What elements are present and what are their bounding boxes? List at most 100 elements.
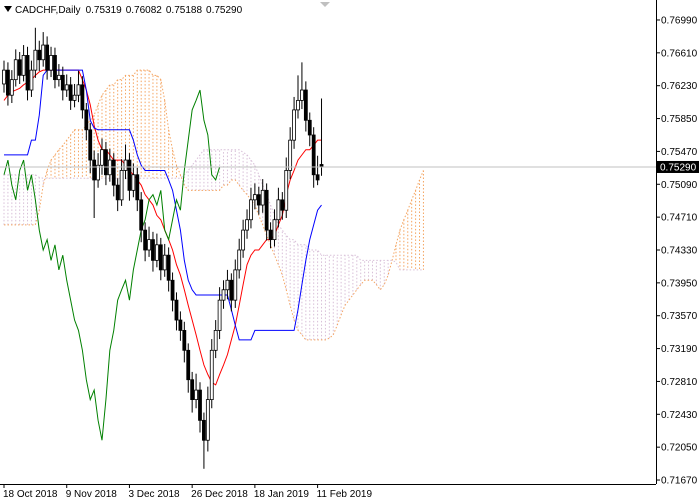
- candle-body: [307, 119, 312, 136]
- candle-body: [198, 389, 202, 421]
- y-tick-label: 0.72050: [661, 443, 698, 454]
- candle-body: [202, 419, 206, 441]
- candle-body: [76, 84, 81, 96]
- candle-body: [233, 269, 238, 301]
- candle-body: [182, 330, 187, 351]
- candle-body: [178, 319, 183, 331]
- candle-body: [284, 170, 289, 211]
- candle-body: [252, 194, 257, 201]
- candle-body: [147, 239, 151, 251]
- candle-body: [166, 254, 171, 281]
- candle-body: [268, 229, 273, 241]
- header-low: 0.75188: [166, 5, 203, 16]
- candle-body: [276, 199, 281, 221]
- indicator-lines: [3, 69, 322, 441]
- candle-body: [225, 279, 230, 291]
- candle-body: [68, 84, 73, 101]
- x-tick-label: 11 Feb 2019: [317, 489, 373, 500]
- candle-body: [80, 84, 85, 111]
- candle-body: [21, 55, 26, 76]
- y-tick-label: 0.75850: [661, 114, 698, 125]
- indicator-line: [3, 89, 221, 441]
- y-tick-label: 0.71670: [661, 476, 698, 487]
- candle-body: [84, 109, 89, 131]
- y-tick-label: 0.76990: [661, 15, 698, 26]
- cloud-edge: [4, 69, 424, 341]
- menu-triangle[interactable]: [4, 6, 12, 12]
- candle-body: [9, 79, 14, 96]
- candle-body: [205, 399, 210, 441]
- candle-body: [45, 44, 50, 71]
- candle-body: [29, 69, 34, 91]
- y-tick-label: 0.72430: [661, 410, 698, 421]
- chart-header: CADCHF,Daily 0.75319 0.76082 0.75188 0.75290: [15, 5, 243, 16]
- candle-body: [119, 170, 124, 201]
- candle-body: [131, 174, 136, 191]
- candle-body: [151, 239, 155, 261]
- candle-body: [13, 59, 18, 81]
- candle-body: [96, 164, 100, 181]
- candle-body: [72, 94, 77, 101]
- x-tick-label: 26 Dec 2018: [191, 489, 248, 500]
- candle-body: [260, 189, 265, 206]
- candle-body: [280, 199, 285, 211]
- candles: [2, 27, 324, 469]
- candle-body: [92, 159, 97, 181]
- current-price-box: [657, 160, 699, 173]
- x-tick-label: 9 Nov 2018: [66, 489, 118, 500]
- candle-body: [111, 159, 116, 186]
- candle-body: [292, 109, 296, 141]
- header-open: 0.75319: [86, 5, 123, 16]
- candle-body: [64, 84, 69, 91]
- chart-title: CADCHF,Daily: [15, 5, 81, 16]
- y-tick-label: 0.75090: [661, 180, 698, 191]
- y-tick-label: 0.74710: [661, 213, 698, 224]
- candle-body: [37, 49, 42, 61]
- candle-body: [170, 279, 175, 301]
- header-close: 0.75290: [206, 5, 243, 16]
- candle-body: [100, 149, 104, 166]
- candle-body: [256, 194, 261, 206]
- candle-body: [158, 244, 163, 271]
- candle-body: [303, 89, 308, 121]
- indicator-line: [4, 69, 322, 341]
- candle-body: [104, 149, 108, 176]
- candle-body: [41, 44, 46, 61]
- candle-body: [60, 74, 65, 91]
- x-tick-label: 18 Oct 2018: [3, 489, 58, 500]
- cloud-edge: [4, 149, 424, 271]
- header-high: 0.76082: [126, 5, 163, 16]
- axes: 0.76990 0.76610 0.76230 0.75850 0.75470 0.750…: [0, 15, 699, 500]
- candle-body: [174, 299, 179, 321]
- candle-body: [311, 134, 316, 176]
- y-tick-label: 0.72810: [661, 377, 698, 388]
- candle-body: [6, 69, 10, 96]
- y-tick-label: 0.73190: [661, 344, 698, 355]
- candle-body: [296, 99, 300, 111]
- candle-body: [186, 349, 191, 381]
- candle-body: [143, 229, 148, 251]
- candle-body: [217, 299, 222, 331]
- candle-body: [190, 379, 195, 401]
- candle-body: [213, 330, 218, 351]
- candle-body: [154, 244, 159, 261]
- candle-body: [25, 55, 30, 91]
- x-tick-label: 3 Dec 2018: [128, 489, 180, 500]
- y-tick-label: 0.76610: [661, 48, 698, 59]
- candle-body: [249, 199, 253, 221]
- candle-body: [272, 219, 277, 241]
- candle-body: [135, 174, 140, 201]
- candle-body: [264, 189, 269, 231]
- candle-body: [237, 249, 242, 271]
- candle-body: [17, 59, 22, 76]
- candle-body: [139, 199, 144, 231]
- candle-body: [245, 219, 249, 231]
- candle-body: [288, 139, 293, 171]
- candle-body: [53, 55, 57, 81]
- y-tick-label: 0.75470: [661, 147, 698, 158]
- candle-body: [33, 49, 38, 71]
- candle-body: [56, 74, 61, 81]
- candle-body: [88, 129, 93, 161]
- y-tick-label: 0.74330: [661, 245, 698, 256]
